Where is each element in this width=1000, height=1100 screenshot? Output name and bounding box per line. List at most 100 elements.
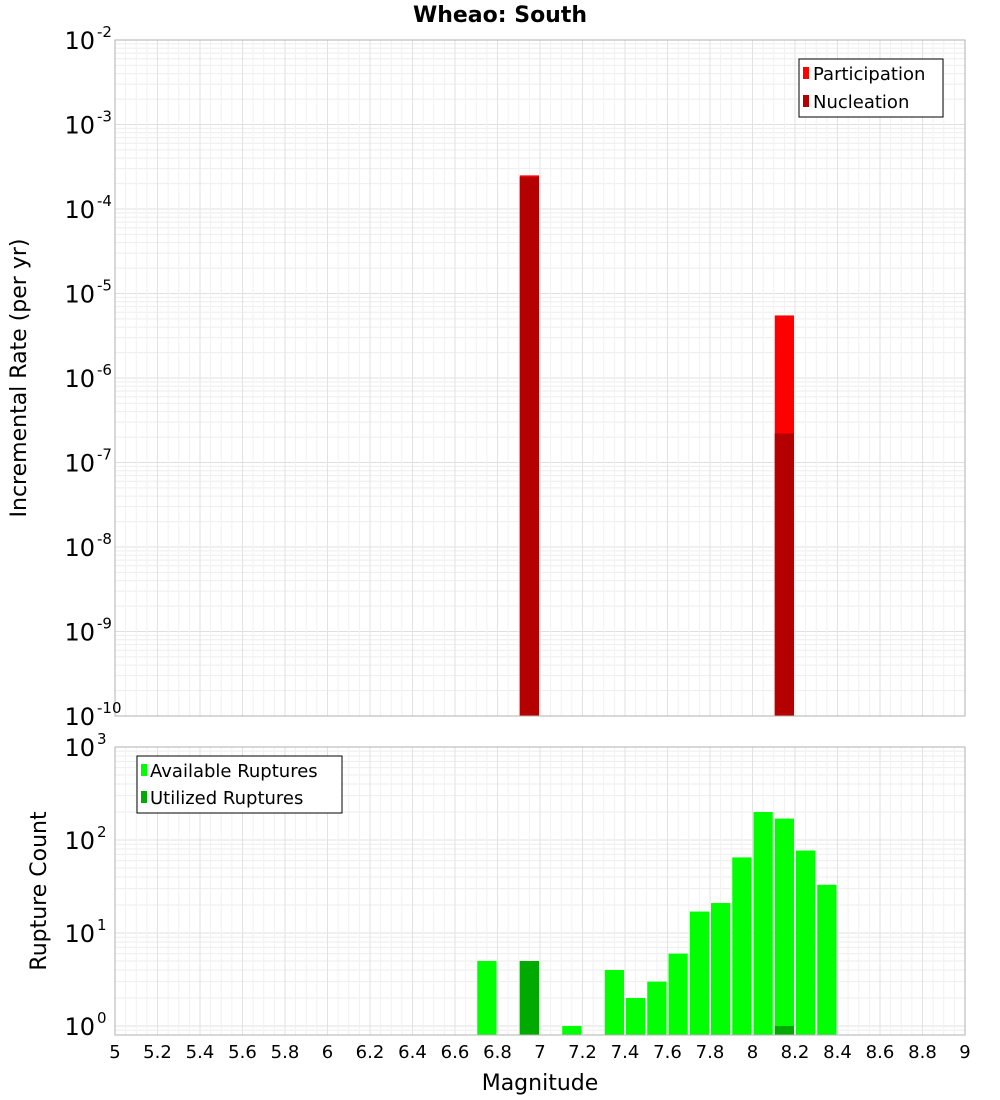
rate-y-tick-label: 10 -8	[64, 530, 112, 562]
legend-swatch-nucleation	[803, 95, 809, 107]
magnitude-x-tick-label: 7.4	[611, 1042, 640, 1063]
magnitude-x-tick-label: 8.8	[908, 1042, 937, 1063]
magnitude-x-tick-label: 7.8	[696, 1042, 725, 1063]
count-y-tick-base: 10	[64, 1013, 95, 1041]
count-y-tick-base: 10	[64, 734, 95, 762]
rate-y-tick-exponent: -9	[97, 615, 112, 633]
magnitude-x-tick-label: 5.2	[143, 1042, 172, 1063]
count-y-tick-base: 10	[64, 920, 95, 948]
count-bar-available-ruptures	[753, 812, 773, 1035]
count-bar-available-ruptures	[668, 953, 688, 1035]
rate-y-tick-exponent: -4	[97, 192, 112, 210]
rate-legend-box	[798, 58, 944, 118]
rate-y-tick-label: 10 -2	[64, 23, 112, 55]
count-bar-available-ruptures	[647, 981, 667, 1035]
magnitude-x-tick-label: 8.2	[781, 1042, 810, 1063]
count-y-tick-base: 10	[64, 827, 95, 855]
magnitude-x-ticks: 5 5.2 5.4 5.6 5.8 6 6.2 6.4 6.6 6.8 7 7.2 7.4 7.6 7.8 8…	[109, 1042, 970, 1063]
rate-bars	[519, 175, 794, 717]
rate-y-tick-label: 10 -5	[64, 277, 112, 309]
magnitude-x-tick-label: 6	[322, 1042, 333, 1063]
legend-swatch-utilized	[141, 791, 147, 803]
magnitude-x-tick-label: 7.6	[653, 1042, 682, 1063]
count-bar-available-ruptures	[604, 969, 624, 1035]
magnitude-x-tick-label: 7.2	[568, 1042, 597, 1063]
magnitude-x-tick-label: 8.6	[866, 1042, 895, 1063]
count-bars	[477, 812, 837, 1035]
rate-grid	[114, 39, 966, 717]
rate-y-tick-base: 10	[64, 534, 95, 562]
legend-label-nucleation: Nucleation	[813, 92, 909, 113]
count-bar-available-ruptures	[477, 960, 497, 1035]
legend-label-participation: Participation	[813, 64, 925, 85]
magnitude-x-tick-label: 8	[747, 1042, 758, 1063]
rate-y-tick-label: 10 -7	[64, 446, 112, 478]
count-y-tick-label: 10 2	[64, 823, 106, 855]
count-y-tick-label: 10 1	[64, 916, 106, 948]
rate-y-tick-exponent: -8	[97, 530, 112, 548]
rate-y-tick-label: 10 -9	[64, 615, 112, 647]
count-legend-box	[136, 755, 343, 814]
rate-y-tick-base: 10	[64, 27, 95, 55]
count-y-tick-label: 10 0	[64, 1009, 106, 1041]
legend-label-available: Available Ruptures	[150, 761, 318, 782]
rate-y-tick-base: 10	[64, 281, 95, 309]
rate-y-tick-exponent: -7	[97, 446, 112, 464]
magnitude-x-tick-label: 6.8	[483, 1042, 512, 1063]
magnitude-x-tick-label: 6.6	[441, 1042, 470, 1063]
rate-y-tick-base: 10	[64, 196, 95, 224]
magnitude-x-tick-label: 5	[109, 1042, 120, 1063]
rate-y-tick-exponent: -10	[97, 699, 122, 717]
rate-y-tick-base: 10	[64, 450, 95, 478]
magnitude-x-tick-label: 5.6	[228, 1042, 257, 1063]
count-bar-available-ruptures	[774, 818, 794, 1035]
magnitude-x-tick-label: 6.2	[356, 1042, 385, 1063]
rate-y-tick-exponent: -5	[97, 277, 112, 295]
magnitude-x-tick-label: 6.4	[398, 1042, 427, 1063]
rate-y-axis-label: Incremental Rate (per yr)	[7, 239, 32, 518]
count-y-axis-label: Rupture Count	[27, 811, 52, 971]
rate-y-tick-exponent: -6	[97, 361, 112, 379]
rate-y-tick-base: 10	[64, 365, 95, 393]
rate-y-tick-base: 10	[64, 112, 95, 140]
magnitude-x-axis-label: Magnitude	[482, 1071, 599, 1096]
legend-swatch-available	[141, 764, 147, 776]
count-plot-frame	[114, 746, 966, 1036]
count-bar-available-ruptures	[626, 997, 646, 1035]
rate-legend: Participation Nucleation	[798, 58, 944, 118]
magnitude-x-tick-label: 9	[959, 1042, 970, 1063]
count-bar-utilized-ruptures	[774, 1025, 794, 1035]
count-y-tick-exponent: 2	[97, 823, 107, 841]
rate-y-tick-label: 10 -3	[64, 108, 112, 140]
count-bar-available-ruptures	[711, 903, 731, 1035]
rate-y-tick-label: 10 -6	[64, 361, 112, 393]
count-bar-available-ruptures	[689, 911, 709, 1035]
count-bar-utilized-ruptures	[519, 960, 539, 1035]
rate-bar-nucleation	[519, 176, 539, 717]
count-legend: Available Ruptures Utilized Ruptures	[136, 755, 343, 814]
magnitude-x-tick-label: 8.4	[823, 1042, 852, 1063]
count-y-tick-exponent: 0	[97, 1009, 107, 1027]
chart-title: Wheao: South	[413, 3, 587, 28]
count-bar-available-ruptures	[796, 850, 816, 1035]
rate-y-tick-exponent: -2	[97, 23, 112, 41]
count-y-tick-label: 10 3	[64, 730, 106, 762]
rate-y-tick-base: 10	[64, 703, 95, 731]
magnitude-x-tick-label: 5.8	[271, 1042, 300, 1063]
rate-y-tick-base: 10	[64, 619, 95, 647]
legend-label-utilized: Utilized Ruptures	[150, 788, 303, 809]
rate-y-tick-exponent: -3	[97, 108, 112, 126]
rate-y-tick-label: 10 -4	[64, 192, 112, 224]
count-bar-available-ruptures	[562, 1025, 582, 1035]
count-y-tick-exponent: 1	[97, 916, 107, 934]
rate-bar-nucleation	[774, 433, 794, 716]
legend-swatch-participation	[803, 67, 809, 79]
magnitude-x-tick-label: 7	[534, 1042, 545, 1063]
rate-plot-frame	[114, 39, 966, 717]
count-y-tick-exponent: 3	[97, 730, 107, 748]
rate-y-tick-label: 10 -10	[64, 699, 121, 731]
